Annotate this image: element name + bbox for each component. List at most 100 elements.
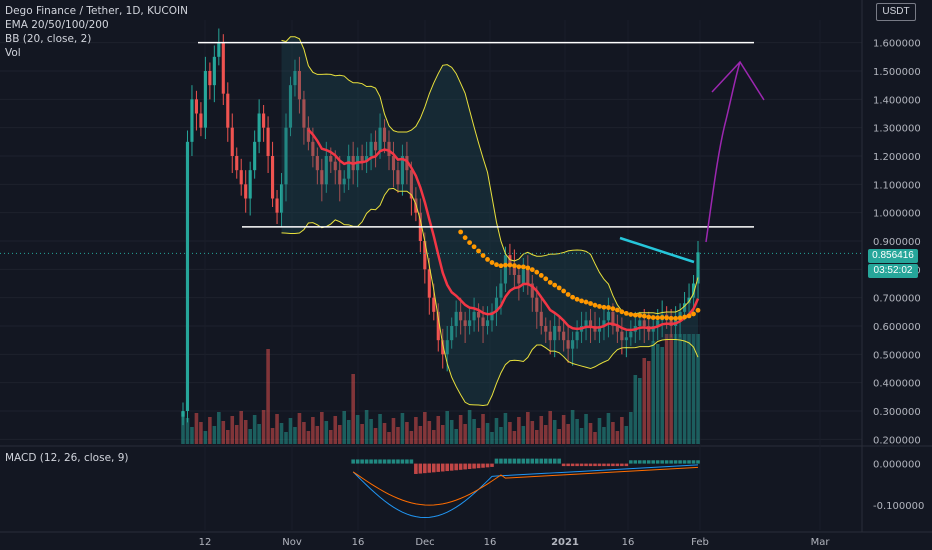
candle-body [620, 331, 624, 341]
macd-hist-bar [664, 460, 669, 464]
currency-unit-button[interactable]: USDT [876, 3, 916, 21]
ema-dot [641, 313, 647, 319]
volume-bar [606, 413, 611, 444]
candle-body [360, 156, 364, 162]
candle-body [521, 269, 525, 284]
candle-body [656, 320, 660, 326]
candle-body [512, 263, 516, 275]
candle-body [530, 283, 534, 298]
volume-bar [355, 415, 360, 444]
ema-dot [507, 262, 513, 268]
macd-hist-bar [485, 463, 490, 468]
candle-body [396, 170, 400, 185]
macd-hist-bar [552, 458, 557, 464]
volume-bar [382, 423, 387, 444]
ema-dot [579, 298, 584, 304]
ema-dot [547, 280, 553, 285]
macd-hist-bar [678, 460, 682, 464]
candle-body [279, 184, 284, 213]
macd-hist-bar [696, 460, 700, 464]
volume-bar [476, 428, 481, 444]
macd-indicator-label[interactable]: MACD (12, 26, close, 9) [5, 452, 129, 464]
volume-bar [566, 424, 570, 444]
ema-dot [525, 265, 531, 271]
macd-hist-bar [570, 463, 575, 467]
volume-bar [490, 432, 494, 444]
macd-hist-bar [633, 460, 638, 464]
candle-body [463, 320, 467, 326]
volume-bar [288, 418, 293, 444]
macd-hist-bar [651, 460, 656, 464]
macd-hist-bar [463, 463, 467, 470]
ema-indicator-label[interactable]: EMA 20/50/100/200 [5, 19, 109, 31]
macd-hist-bar [548, 458, 553, 464]
ema-dot [668, 315, 674, 321]
ema-dot [606, 305, 611, 310]
volume-bar [297, 413, 302, 444]
candle-body [526, 269, 530, 284]
macd-hist-bar [423, 463, 427, 474]
ema-dot [592, 302, 598, 308]
volume-bar [570, 410, 575, 444]
volume-indicator-label[interactable]: Vol [5, 47, 21, 59]
ema-dot [480, 253, 486, 258]
volume-bar [696, 334, 700, 444]
macd-y-tick-label: 0.000000 [873, 460, 921, 471]
candle-body [642, 320, 646, 326]
candle-body [691, 283, 696, 298]
volume-bar [243, 420, 248, 444]
y-tick-label: 1.200000 [873, 152, 921, 163]
volume-bar [418, 426, 423, 444]
macd-hist-bar [673, 460, 678, 464]
ema-dot [520, 264, 526, 270]
candle-body [329, 156, 333, 162]
volume-bar [637, 378, 642, 444]
volume-bar [405, 422, 409, 444]
x-tick-label: 16 [352, 537, 365, 548]
volume-bar [181, 412, 185, 444]
volume-bar [378, 414, 382, 444]
volume-bar [328, 430, 333, 444]
volume-bar [324, 421, 329, 444]
bb-indicator-label[interactable]: BB (20, close, 2) [5, 33, 92, 45]
ema-dot [659, 315, 665, 320]
candle-body [378, 127, 382, 151]
volume-bar [190, 427, 194, 444]
candle-body [450, 326, 454, 341]
macd-hist-bar [615, 463, 620, 467]
volume-bar [678, 334, 682, 444]
candle-body [190, 99, 194, 142]
macd-hist-bar [481, 463, 485, 468]
candle-body [342, 178, 346, 185]
macd-line [352, 464, 699, 519]
candle-body [436, 311, 440, 341]
symbol-title[interactable]: Dego Finance / Tether, 1D, KUCOIN [5, 5, 188, 17]
candle-body [638, 320, 642, 326]
candle-body [217, 42, 221, 57]
volume-bar [342, 411, 347, 444]
candle-body [427, 269, 431, 298]
macd-hist-bar [369, 459, 373, 464]
volume-bar [364, 410, 369, 444]
y-tick-label: 0.200000 [873, 435, 921, 446]
candle-body [490, 311, 494, 321]
volume-bar [602, 427, 606, 444]
volume-bar [691, 334, 696, 444]
volume-bar [615, 431, 620, 444]
volume-bar [463, 424, 467, 444]
macd-hist-bar [351, 459, 355, 464]
volume-bar [449, 420, 454, 444]
candle-body [494, 297, 499, 312]
candle-body [459, 311, 463, 321]
ema-dot [588, 301, 593, 306]
candle-body [606, 311, 611, 321]
volume-bar [534, 430, 539, 444]
ema-dot [565, 292, 571, 297]
candle-body [517, 275, 521, 284]
ema-dot [673, 315, 679, 321]
volume-bar [633, 375, 638, 444]
macd-histogram [351, 458, 700, 474]
y-tick-label: 1.000000 [873, 209, 921, 220]
candle-body [185, 141, 190, 412]
